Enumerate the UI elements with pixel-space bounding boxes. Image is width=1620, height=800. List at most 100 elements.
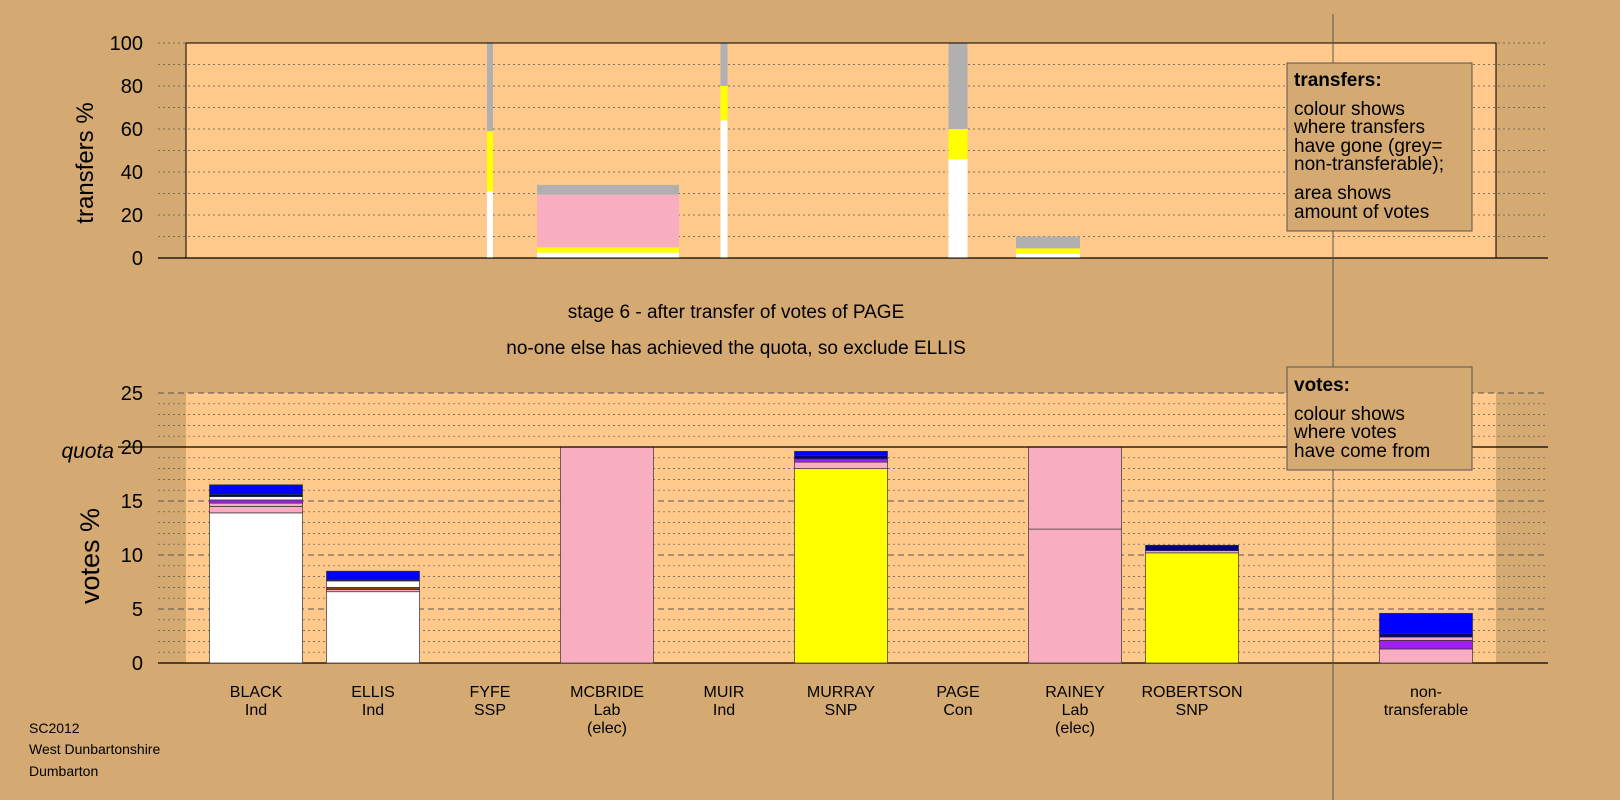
- exclusion-note: no-one else has achieved the quota, so e…: [506, 338, 966, 359]
- vote-bar-segment: [560, 446, 654, 664]
- transfers-legend: transfers: colour shows where transfers …: [1286, 62, 1473, 232]
- transfer-bar-segment: [948, 43, 968, 129]
- candidate-label: SSP: [474, 702, 506, 719]
- vote-bar-segment: [326, 570, 420, 581]
- vote-bar-segment: [1379, 648, 1473, 664]
- candidate-label: Ind: [362, 702, 384, 719]
- candidate-label: Lab: [594, 702, 621, 719]
- transfers-y-ticks: 0 20 40 60 80 100: [110, 33, 143, 270]
- transfer-bar-segment: [487, 191, 493, 258]
- transfers-y-tick-label: 40: [121, 162, 143, 184]
- transfer-bar-segment: [948, 129, 968, 160]
- votes-y-tick-label: 10: [121, 545, 143, 567]
- vote-bar-segment: [1028, 446, 1122, 530]
- vote-bar-segment: [209, 512, 303, 664]
- vote-bar-segment: [326, 591, 420, 664]
- transfer-bar-segment: [948, 159, 968, 258]
- votes-legend-title: votes:: [1294, 375, 1350, 396]
- transfer-bar-segment: [1016, 236, 1080, 249]
- candidate-label: PAGE: [936, 684, 979, 701]
- transfer-bar-segment: [487, 43, 493, 132]
- vote-bar-segment: [1379, 639, 1473, 650]
- footer-election: SC2012: [29, 720, 80, 736]
- candidate-label: non-: [1410, 684, 1442, 701]
- footer-ward: Dumbarton: [29, 763, 98, 779]
- transfers-legend-line: amount of votes: [1294, 202, 1429, 223]
- transfers-y-axis-label: transfers %: [72, 102, 99, 223]
- vote-bar-segment: [1028, 528, 1122, 664]
- votes-y-tick-label: 20: [121, 437, 143, 459]
- votes-legend: votes: colour shows where votes have com…: [1286, 366, 1473, 471]
- vote-bar-segment: [209, 499, 303, 504]
- transfers-legend-line: area shows: [1294, 183, 1391, 204]
- votes-y-tick-label: 25: [121, 383, 143, 405]
- vote-bar-segment: [1145, 544, 1239, 552]
- transfer-bar-segment: [537, 184, 679, 195]
- candidate-label: ROBERTSON: [1141, 684, 1242, 701]
- transfers-legend-line: colour shows: [1294, 99, 1405, 120]
- transfers-legend-line: have gone (grey=: [1294, 136, 1442, 157]
- candidate-label: BLACK: [230, 684, 283, 701]
- vote-bar-segment: [1379, 633, 1473, 638]
- transfers-y-tick-label: 100: [110, 33, 143, 55]
- vote-bar-segment: [209, 484, 303, 495]
- candidate-label: Ind: [713, 702, 735, 719]
- votes-legend-box: [1286, 366, 1473, 471]
- candidate-label: RAINEY: [1045, 684, 1105, 701]
- transfer-bar-segment: [537, 194, 679, 248]
- transfers-y-tick-label: 60: [121, 119, 143, 141]
- candidate-label: Con: [943, 702, 972, 719]
- transfers-legend-title: transfers:: [1294, 70, 1382, 91]
- candidate-label: (elec): [587, 720, 627, 737]
- candidate-label: MURRAY: [807, 684, 875, 701]
- votes-bars: [209, 446, 1473, 664]
- votes-legend-line: have come from: [1294, 441, 1430, 462]
- vote-bar-segment: [1379, 612, 1473, 635]
- transfer-bar-segment: [720, 86, 728, 121]
- candidate-label: Ind: [245, 702, 267, 719]
- vote-bar-segment: [326, 580, 420, 588]
- candidate-label: SNP: [1176, 702, 1209, 719]
- votes-y-tick-label: 0: [132, 653, 143, 675]
- candidate-label: SNP: [825, 702, 858, 719]
- stage-caption: stage 6 - after transfer of votes of PAG…: [568, 302, 905, 323]
- votes-y-tick-label: 5: [132, 599, 143, 621]
- transfers-plot-border: [185, 42, 1497, 259]
- votes-legend-line: where votes: [1293, 422, 1396, 443]
- votes-y-axis-label: votes %: [75, 508, 105, 604]
- transfer-bar-segment: [537, 247, 679, 253]
- transfers-y-tick-label: 20: [121, 205, 143, 227]
- vote-bar-segment: [1145, 552, 1239, 664]
- vote-bar-segment: [209, 496, 303, 501]
- vote-bar-segment: [794, 455, 888, 460]
- vote-bar-segment: [209, 506, 303, 514]
- transfer-bar-segment: [720, 120, 728, 259]
- transfer-bar-segment: [537, 252, 679, 258]
- vote-bar-segment: [794, 468, 888, 664]
- transfers-y-tick-label: 0: [132, 248, 143, 270]
- transfer-bar-segment: [1016, 253, 1080, 258]
- footer-council: West Dunbartonshire: [29, 741, 160, 757]
- vote-bar-segment: [794, 458, 888, 463]
- transfers-y-tick-label: 80: [121, 76, 143, 98]
- transfers-chart: 0 20 40 60 80 100 transfers %: [72, 33, 1548, 270]
- transfers-bars: [487, 43, 1080, 259]
- transfer-bar-segment: [1016, 248, 1080, 254]
- candidate-label: (elec): [1055, 720, 1095, 737]
- transfers-legend-line: where transfers: [1293, 117, 1425, 138]
- transfers-legend-box: [1286, 62, 1473, 232]
- vote-bar-segment: [1379, 636, 1473, 641]
- candidate-label: ELLIS: [351, 684, 395, 701]
- candidate-label: Lab: [1062, 702, 1089, 719]
- votes-y-tick-label: 15: [121, 491, 143, 513]
- vote-bar-segment: [794, 450, 888, 456]
- candidate-label: transferable: [1384, 702, 1469, 719]
- votes-y-ticks: 0 5 10 15 20 25: [121, 383, 143, 675]
- votes-legend-line: colour shows: [1294, 404, 1405, 425]
- candidate-label: MUIR: [704, 684, 745, 701]
- transfer-bar-segment: [720, 43, 728, 86]
- candidate-label: FYFE: [470, 684, 511, 701]
- transfer-bar-segment: [487, 131, 493, 192]
